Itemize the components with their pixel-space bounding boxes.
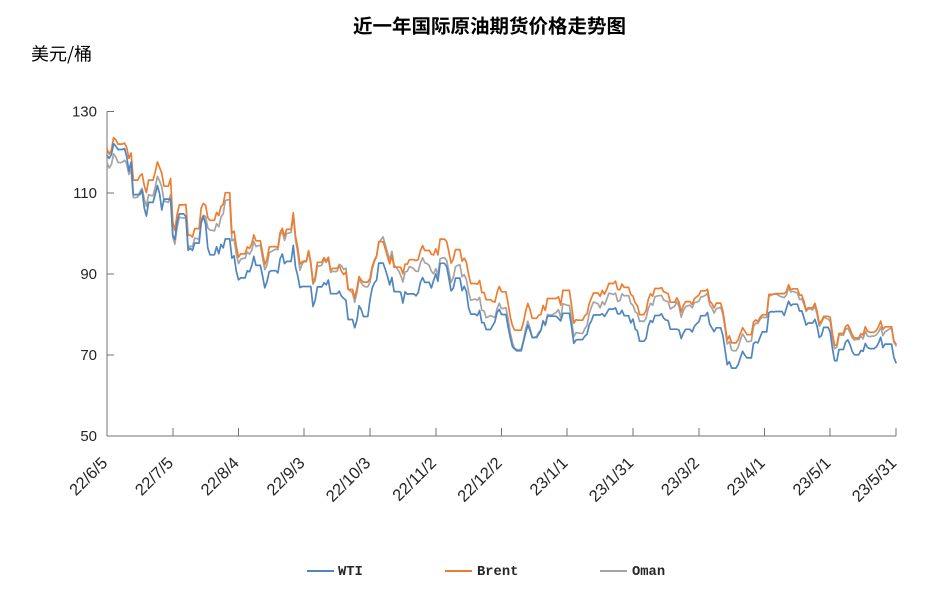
svg-text:50: 50: [80, 428, 97, 445]
svg-text:90: 90: [80, 266, 97, 283]
svg-text:70: 70: [80, 347, 97, 364]
svg-text:WTI: WTI: [338, 565, 363, 580]
svg-text:110: 110: [73, 185, 97, 202]
svg-text:130: 130: [72, 104, 97, 121]
svg-text:Oman: Oman: [632, 565, 665, 580]
svg-text:Brent: Brent: [477, 565, 518, 580]
